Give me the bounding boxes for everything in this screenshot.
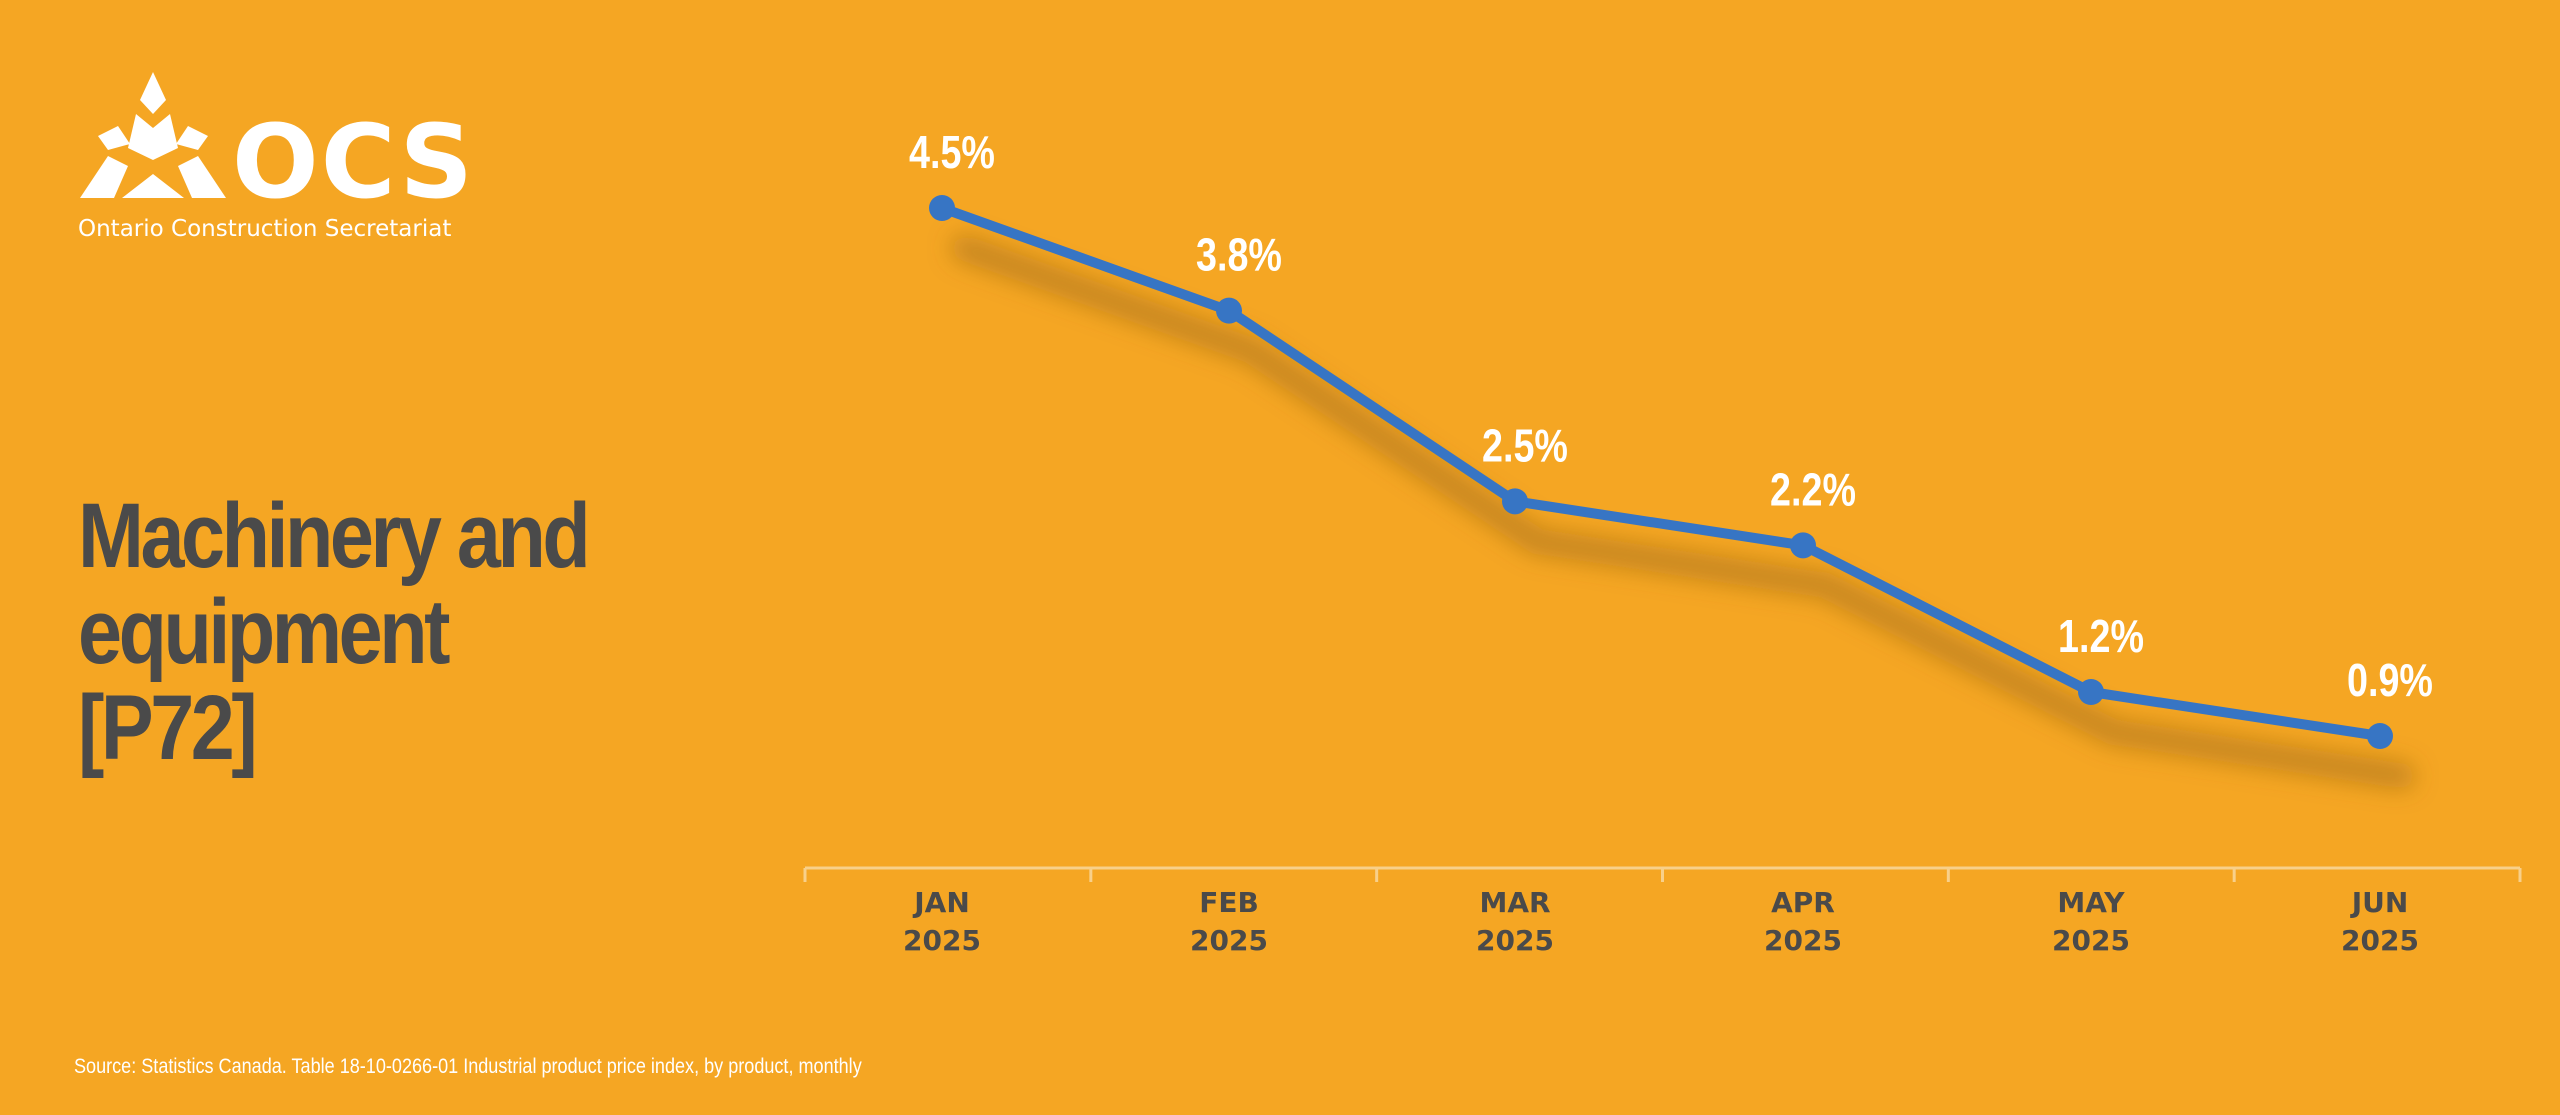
data-label: 4.5% bbox=[909, 126, 995, 177]
data-point bbox=[2367, 723, 2393, 749]
data-point bbox=[1216, 297, 1242, 324]
data-point bbox=[929, 195, 955, 221]
x-tick-label: JAN bbox=[912, 886, 970, 919]
series-line-group bbox=[937, 203, 2385, 741]
data-label: 1.2% bbox=[2058, 610, 2144, 661]
x-tick-label: 2025 bbox=[1476, 924, 1554, 957]
data-point bbox=[2078, 679, 2104, 705]
data-point bbox=[1502, 488, 1528, 515]
x-axis bbox=[803, 866, 2522, 882]
line-shadow bbox=[951, 235, 2415, 789]
x-tick-label: MAR bbox=[1479, 886, 1550, 919]
logo-wordmark: OCS bbox=[232, 103, 475, 222]
series-line bbox=[937, 203, 2385, 741]
x-tick-label: APR bbox=[1771, 886, 1835, 919]
data-label: 2.2% bbox=[1770, 464, 1856, 515]
x-tick-label: 2025 bbox=[903, 924, 981, 957]
ocs-logo: OCS Ontario Construction Secretariat bbox=[78, 70, 478, 250]
data-points bbox=[929, 195, 2393, 749]
maple-leaf-icon bbox=[80, 72, 226, 198]
x-tick-label: 2025 bbox=[1764, 924, 1842, 957]
x-tick-label: JUN bbox=[2350, 886, 2409, 919]
series-line-shadow bbox=[951, 235, 2415, 789]
x-tick-labels: JAN 2025 FEB 2025 MAR 2025 APR 2025 MAY 2025 JUN 20… bbox=[903, 886, 2419, 957]
data-label: 3.8% bbox=[1196, 229, 1282, 280]
x-tick-label: MAY bbox=[2057, 886, 2125, 919]
data-label: 2.5% bbox=[1482, 420, 1568, 471]
x-tick-label: 2025 bbox=[1190, 924, 1268, 957]
data-point bbox=[1790, 532, 1816, 559]
chart-title: Machinery and equipment [P72] bbox=[78, 485, 591, 779]
data-label: 0.9% bbox=[2347, 654, 2433, 705]
x-tick-label: 2025 bbox=[2052, 924, 2130, 957]
logo-organization-name: Ontario Construction Secretariat bbox=[78, 216, 452, 242]
source-note: Source: Statistics Canada. Table 18-10-0… bbox=[74, 1055, 862, 1078]
x-tick-label: FEB bbox=[1199, 886, 1259, 919]
data-labels: 4.5% 3.8% 2.5% 2.2% 1.2% 0.9% bbox=[909, 126, 2433, 705]
x-tick-label: 2025 bbox=[2341, 924, 2419, 957]
